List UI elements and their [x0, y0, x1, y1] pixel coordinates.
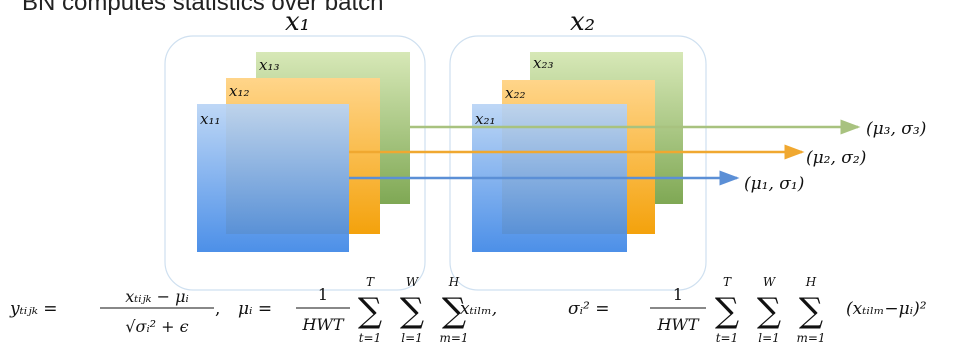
sums: T∑t=1W∑l=1H∑m=1 — [715, 275, 826, 345]
sum-top: W — [763, 275, 777, 289]
item-label: x₂₁ — [475, 110, 496, 128]
formula-lhs: σᵢ² = — [568, 299, 610, 319]
formula-denominator: √σᵢ² + ϵ — [125, 317, 188, 336]
output-label: (μ₃, σ₃) — [866, 119, 926, 139]
item-label: x₁₁ — [200, 110, 221, 128]
output-label: (μ₁, σ₁) — [744, 174, 804, 194]
sum-sign: ∑ — [400, 291, 424, 331]
page: {"title": "BN computes statistics over b… — [0, 0, 976, 354]
item-label: x₂₂ — [505, 84, 526, 102]
sum-sign: ∑ — [715, 291, 739, 331]
formula-denominator: HWT — [301, 315, 344, 334]
item-label: x₂₃ — [533, 54, 554, 72]
formula-lhs: μᵢ = — [238, 299, 272, 319]
item-label: x₁₂ — [229, 82, 250, 100]
sum-bottom: m=1 — [796, 331, 825, 345]
sum-bottom: t=1 — [359, 331, 382, 345]
sum-top: H — [448, 275, 460, 289]
formula-numerator: xₜᵢⱼₖ − μᵢ — [125, 287, 188, 306]
sum-sign: ∑ — [358, 291, 382, 331]
sum-bottom: m=1 — [439, 331, 468, 345]
diagram: BN computes statistics over batch x₁ x₂ … — [0, 0, 976, 354]
sum-bottom: t=1 — [716, 331, 739, 345]
formula-numerator: 1 — [318, 285, 328, 304]
title: BN computes statistics over batch — [22, 0, 383, 16]
formula-numerator: 1 — [673, 285, 683, 304]
output-label: (μ₂, σ₂) — [806, 148, 866, 168]
group-label: x₁ — [285, 7, 310, 37]
sum-bottom: l=1 — [401, 331, 423, 345]
formula-term: (xₜᵢₗₘ−μᵢ)² — [846, 299, 927, 319]
sum-sign: ∑ — [757, 291, 781, 331]
formula-denominator: HWT — [656, 315, 699, 334]
sums: T∑t=1W∑l=1H∑m=1 — [358, 275, 469, 345]
formula-end: , — [215, 299, 220, 319]
sum-sign: ∑ — [799, 291, 823, 331]
group-label: x₂ — [570, 7, 595, 37]
sum-top: W — [406, 275, 420, 289]
formula-term: xₜᵢₗₘ, — [460, 299, 497, 319]
formula-lhs: yₜᵢⱼₖ = — [9, 299, 58, 319]
sum-bottom: l=1 — [758, 331, 780, 345]
item-label: x₁₃ — [259, 56, 280, 74]
sum-top: T — [366, 275, 375, 289]
sum-top: H — [805, 275, 817, 289]
sum-top: T — [723, 275, 732, 289]
